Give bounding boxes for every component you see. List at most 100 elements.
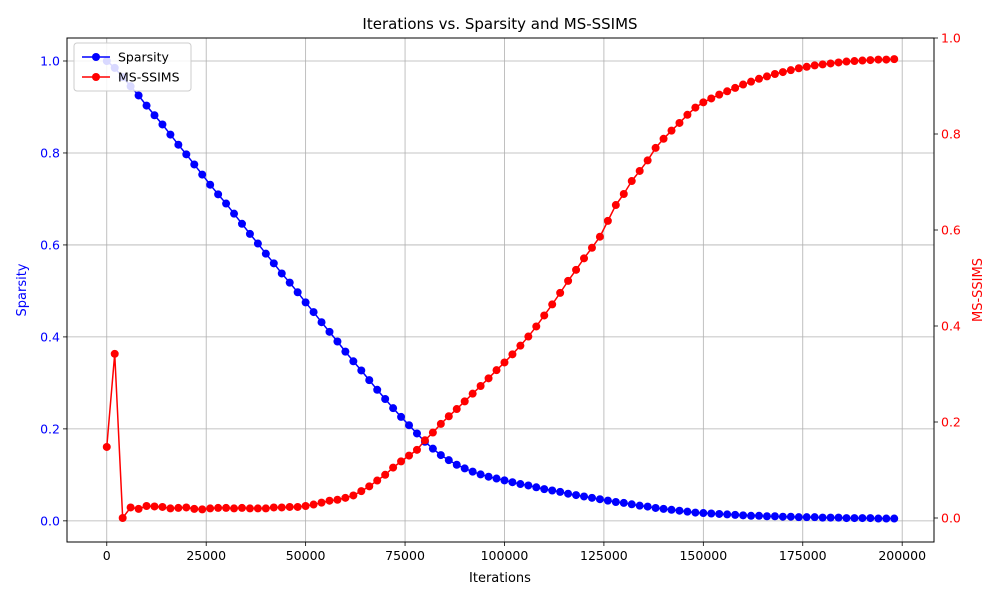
data-point (874, 55, 883, 64)
data-point (309, 308, 318, 317)
data-point (269, 503, 278, 512)
data-point (198, 505, 207, 514)
data-point (564, 276, 573, 285)
series-line (106, 60, 895, 520)
data-point (301, 502, 310, 510)
data-point (683, 507, 692, 516)
data-point (317, 318, 326, 327)
x-axis-ticks: 0 25000 50000 75000 100000 125000 150000 175000… (103, 542, 926, 563)
data-point (134, 504, 143, 513)
data-point (603, 216, 612, 225)
y-right-tick-label: 0.0 (941, 511, 961, 526)
data-point (381, 394, 390, 403)
y-right-axis-label: MS-SSIMS (971, 258, 986, 322)
legend: Sparsity MS-SSIMS (73, 42, 192, 92)
x-tick-label: 100000 (481, 548, 529, 563)
y-left-axis-label: Sparsity (15, 263, 30, 316)
data-point (850, 514, 859, 523)
data-point (245, 504, 254, 513)
data-point (182, 150, 191, 159)
data-point (468, 389, 477, 398)
data-point (508, 350, 517, 359)
x-tick-label: 125000 (580, 548, 628, 563)
data-point (778, 68, 787, 77)
data-point (691, 508, 700, 517)
data-point (460, 397, 469, 406)
data-point (762, 72, 771, 81)
data-point (723, 87, 732, 96)
data-point (484, 374, 493, 383)
data-point (675, 506, 684, 515)
data-point (603, 496, 612, 505)
data-point (341, 493, 350, 502)
data-point (770, 512, 779, 521)
data-point (866, 56, 875, 65)
data-point (373, 476, 382, 485)
data-point (826, 513, 835, 522)
x-tick-label: 200000 (878, 548, 926, 563)
data-point (723, 510, 732, 519)
data-point (460, 464, 469, 473)
data-point (691, 103, 700, 112)
legend-swatch-marker (92, 53, 100, 61)
data-point (293, 502, 302, 511)
data-point (492, 474, 501, 483)
x-tick-label: 175000 (779, 548, 827, 563)
data-point (739, 511, 748, 520)
data-point (747, 511, 756, 520)
data-point (468, 467, 477, 476)
data-point (882, 514, 891, 523)
data-point (277, 503, 286, 512)
data-point (524, 332, 533, 341)
data-point (587, 493, 596, 502)
data-point (842, 514, 851, 523)
data-point (707, 94, 716, 103)
data-point (397, 457, 406, 466)
data-point (436, 451, 445, 460)
data-point (611, 201, 620, 210)
data-point (587, 243, 596, 252)
y-right-tick-label: 0.4 (941, 319, 961, 334)
data-point (683, 110, 692, 119)
data-point (365, 482, 374, 491)
data-point (755, 74, 764, 83)
data-point (572, 265, 581, 274)
x-axis-label: Iterations (469, 571, 531, 586)
data-point (381, 470, 390, 479)
data-point (190, 160, 199, 169)
plot-frame (66, 37, 935, 543)
y-right-tick-label: 1.0 (941, 31, 961, 46)
data-point (190, 504, 199, 513)
legend-label: Sparsity (118, 50, 170, 65)
data-point (182, 503, 191, 512)
data-point (444, 456, 453, 465)
data-point (357, 487, 366, 496)
data-point (500, 476, 509, 485)
data-point (643, 502, 652, 511)
data-point (890, 55, 899, 64)
y-right-axis-ticks: 0.0 0.2 0.4 0.6 0.8 1.0 (934, 31, 961, 526)
data-point (627, 177, 636, 186)
data-point (253, 504, 262, 513)
data-point (269, 259, 278, 268)
data-point (794, 64, 803, 73)
data-point (826, 59, 835, 68)
data-point (659, 134, 668, 143)
data-point (405, 451, 414, 460)
data-point (635, 166, 644, 175)
data-point (126, 503, 135, 512)
y-left-tick-label: 0.6 (40, 237, 60, 252)
data-point (731, 510, 740, 519)
x-tick-label: 50000 (286, 548, 326, 563)
data-point (810, 513, 819, 522)
data-point (834, 58, 843, 67)
data-point (333, 337, 342, 346)
data-point (237, 219, 246, 228)
data-point (389, 404, 398, 413)
x-tick-label: 25000 (186, 548, 226, 563)
legend-label: MS-SSIMS (118, 70, 180, 85)
y-left-tick-label: 0.0 (40, 513, 60, 528)
data-point (230, 504, 239, 513)
data-point (500, 358, 509, 367)
